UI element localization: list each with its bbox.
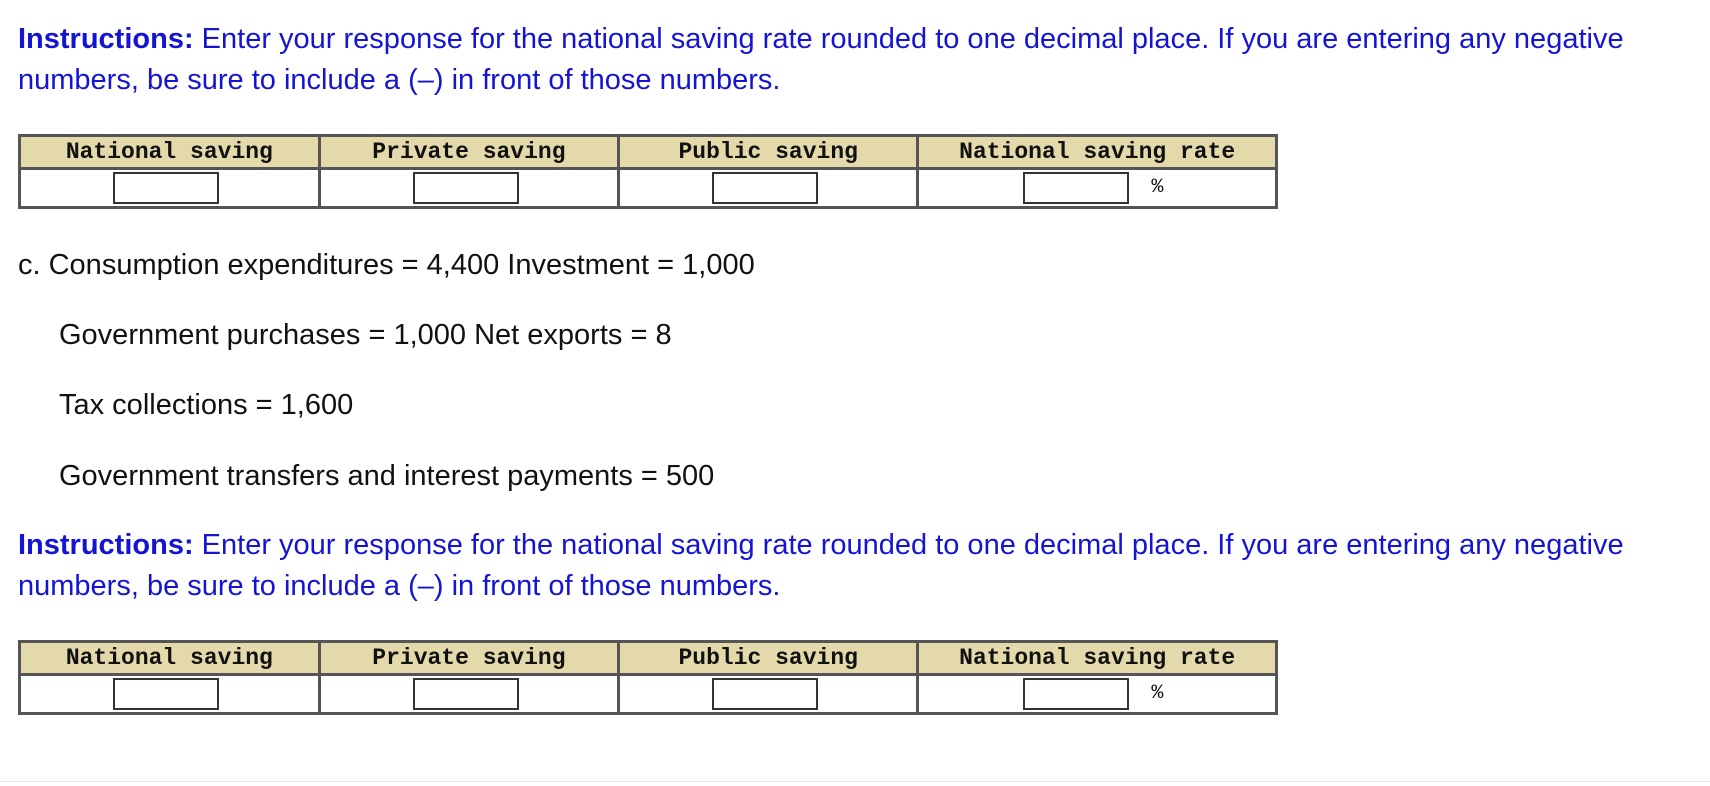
bottom-divider (0, 781, 1710, 782)
instructions-top: Instructions: Enter your response for th… (18, 19, 1678, 101)
cell-national-saving (18, 673, 321, 715)
cell-public-saving (617, 167, 920, 209)
part-c-line-4: Government transfers and interest paymen… (59, 460, 715, 492)
cell-private-saving (317, 167, 621, 209)
cell-private-saving (317, 673, 621, 715)
answer-table-c: National saving Private saving Public sa… (18, 640, 1278, 715)
part-c-line-1: c. Consumption expenditures = 4,400 Inve… (18, 249, 755, 281)
header-national-saving-rate: National saving rate (916, 134, 1278, 170)
cell-public-saving (617, 673, 920, 715)
national-saving-rate-input[interactable] (1023, 172, 1130, 204)
cell-national-saving-rate: % (916, 673, 1278, 715)
instructions-label: Instructions: (18, 529, 194, 561)
header-national-saving: National saving (18, 640, 321, 676)
cell-national-saving (18, 167, 321, 209)
national-saving-input[interactable] (113, 172, 219, 204)
header-national-saving-rate: National saving rate (916, 640, 1278, 676)
table-row: % (18, 673, 1278, 715)
header-national-saving: National saving (18, 134, 321, 170)
instructions-text: Enter your response for the national sav… (18, 23, 1624, 96)
cell-national-saving-rate: % (916, 167, 1278, 209)
instructions-label: Instructions: (18, 23, 194, 55)
instructions-text: Enter your response for the national sav… (18, 529, 1624, 602)
header-private-saving: Private saving (317, 640, 621, 676)
table-header-row: National saving Private saving Public sa… (18, 134, 1278, 170)
private-saving-input[interactable] (412, 678, 519, 710)
national-saving-rate-input[interactable] (1023, 678, 1130, 710)
header-public-saving: Public saving (617, 640, 920, 676)
header-public-saving: Public saving (617, 134, 920, 170)
header-private-saving: Private saving (317, 134, 621, 170)
percent-symbol: % (1151, 682, 1164, 705)
national-saving-input[interactable] (113, 678, 219, 710)
instructions-bottom: Instructions: Enter your response for th… (18, 525, 1678, 607)
public-saving-input[interactable] (712, 678, 819, 710)
part-c-line-3: Tax collections = 1,600 (59, 389, 354, 421)
private-saving-input[interactable] (412, 172, 519, 204)
public-saving-input[interactable] (712, 172, 819, 204)
table-row: % (18, 167, 1278, 209)
percent-symbol: % (1151, 176, 1164, 199)
answer-table-b: National saving Private saving Public sa… (18, 134, 1278, 209)
part-c-line-2: Government purchases = 1,000 Net exports… (59, 319, 672, 351)
table-header-row: National saving Private saving Public sa… (18, 640, 1278, 676)
